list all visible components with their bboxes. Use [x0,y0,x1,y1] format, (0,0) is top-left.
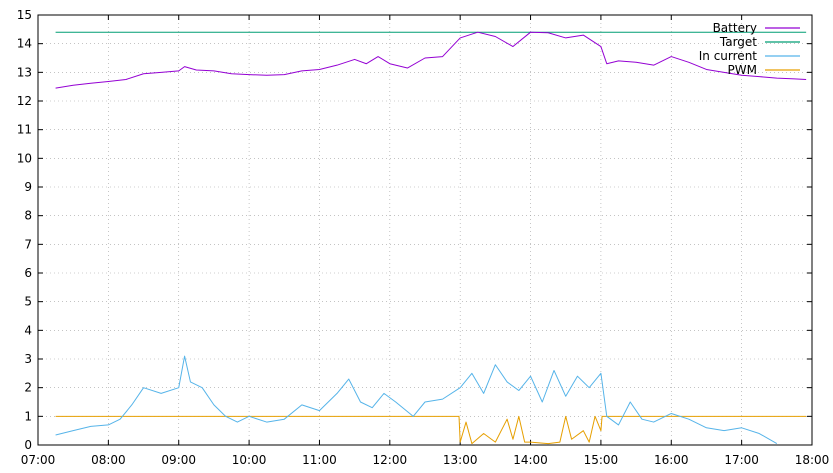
y-tick-label: 8 [24,209,32,223]
x-tick-label: 10:00 [232,453,267,467]
axis-ticks: 07:00 08:00 09:00 10:00 11:00 12:00 13:00 14:00… [17,8,830,467]
y-tick-label: 14 [17,37,32,51]
legend-label-target: Target [719,35,757,49]
plot-frame [37,14,813,446]
y-tick-label: 7 [24,237,32,251]
x-tick-label: 13:00 [443,453,478,467]
y-tick-label: 10 [17,151,32,165]
x-tick-label: 14:00 [513,453,548,467]
grid-lines [37,14,813,446]
x-tick-label: 11:00 [302,453,337,467]
x-tick-label: 09:00 [161,453,196,467]
y-tick-label: 5 [24,295,32,309]
x-tick-label: 18:00 [795,453,830,467]
y-tick-label: 6 [24,266,32,280]
y-tick-label: 15 [17,8,32,22]
y-tick-label: 11 [17,123,32,137]
y-tick-label: 13 [17,65,32,79]
legend-label-battery: Battery [713,21,757,35]
y-tick-label: 12 [17,94,32,108]
legend-label-in-current: In current [699,49,758,63]
y-tick-label: 3 [24,352,32,366]
series-line-battery [55,31,807,89]
legend-label-pwm: PWM [728,63,757,77]
x-tick-label: 08:00 [91,453,126,467]
x-tick-label: 16:00 [654,453,689,467]
x-tick-label: 15:00 [584,453,619,467]
series-lines [55,31,807,445]
y-tick-label: 9 [24,180,32,194]
x-tick-label: 07:00 [21,453,56,467]
x-tick-label: 12:00 [373,453,408,467]
y-tick-label: 2 [24,381,32,395]
series-line-in-current [55,355,778,445]
y-tick-label: 4 [24,323,32,337]
series-line-pwm [55,415,807,445]
x-tick-label: 17:00 [724,453,759,467]
y-tick-label: 0 [24,438,32,452]
y-tick-label: 1 [24,409,32,423]
